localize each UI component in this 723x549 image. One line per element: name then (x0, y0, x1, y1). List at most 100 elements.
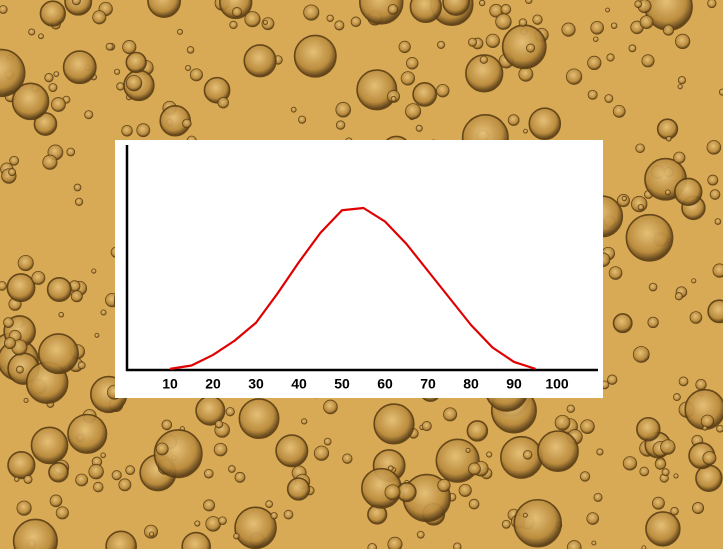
x-tick-label: 30 (248, 376, 264, 392)
bubble (400, 71, 416, 86)
bubble (390, 95, 397, 102)
bubble (706, 140, 722, 155)
bubble (0, 48, 26, 98)
bubble (0, 5, 8, 14)
bubble (71, 0, 81, 6)
bubble (662, 24, 675, 36)
bubble (384, 484, 401, 501)
bubble (100, 309, 107, 316)
bubble (229, 20, 238, 30)
x-tick-label: 10 (162, 376, 178, 392)
bubble (518, 66, 534, 82)
bubble (67, 413, 108, 454)
bubble (607, 374, 618, 385)
bubble (74, 197, 84, 207)
bubble (194, 520, 201, 527)
curve (169, 206, 536, 370)
bubble (468, 462, 481, 476)
bubble (398, 40, 411, 54)
bubble (416, 530, 425, 539)
bubble (639, 466, 650, 477)
bubble (641, 54, 655, 68)
plot-panel (115, 140, 603, 398)
bubble (707, 0, 717, 9)
bubble (155, 442, 169, 456)
bubble (612, 313, 633, 334)
bubble (442, 0, 470, 16)
bubble (334, 20, 345, 31)
bubble (214, 420, 224, 429)
bubble (712, 263, 723, 278)
bubble (537, 430, 579, 473)
bubble (185, 65, 192, 72)
bubble (225, 407, 235, 417)
bubble (689, 311, 703, 324)
bubble (707, 299, 723, 324)
bubble (75, 473, 89, 487)
bubble (660, 439, 676, 455)
bubble (105, 42, 114, 51)
bubble (670, 506, 679, 516)
bubble (523, 128, 528, 134)
bubble (213, 442, 228, 457)
bubble (608, 266, 623, 280)
bubble (84, 110, 94, 120)
bubble (592, 36, 599, 42)
bubble (51, 97, 66, 112)
bubble (15, 365, 24, 374)
bubble (437, 40, 446, 49)
bubble (77, 361, 86, 370)
bubble (435, 438, 480, 483)
bubble (486, 451, 493, 458)
bubble (9, 155, 20, 166)
bubble (586, 512, 600, 525)
bubble (234, 506, 277, 549)
bubble (203, 499, 216, 512)
bubble (335, 101, 351, 118)
bubble (326, 14, 334, 22)
bubble (33, 112, 58, 136)
bubble (632, 346, 650, 363)
bubble (404, 103, 422, 120)
bubble (666, 135, 672, 142)
bubble (436, 83, 450, 98)
bubble (702, 451, 717, 466)
bubble (94, 332, 100, 338)
bubble (17, 254, 34, 272)
bubble (176, 28, 183, 35)
bubble (654, 458, 667, 470)
bubble (23, 397, 29, 404)
bubble (64, 0, 93, 16)
bubble (233, 532, 240, 540)
bubble (714, 218, 722, 225)
bubble (367, 542, 377, 549)
bubble (238, 398, 280, 440)
bubble (656, 118, 679, 140)
bubble (105, 530, 137, 549)
bubble (587, 89, 598, 100)
bubble (153, 429, 203, 479)
bubble (678, 376, 689, 387)
bubble (709, 189, 721, 200)
bubble (387, 465, 394, 472)
bubble (234, 471, 246, 483)
bubble (639, 15, 654, 30)
x-tick-label: 50 (334, 376, 350, 392)
bubble (270, 512, 278, 520)
bubble (205, 516, 221, 532)
bubble (323, 437, 332, 446)
bubble (313, 445, 330, 461)
bubble (58, 311, 65, 318)
bubble (92, 481, 104, 493)
plot-area: 10 20 30 40 50 60 70 80 90 100 (162, 206, 569, 392)
bubble (244, 11, 261, 28)
bubble (125, 465, 136, 476)
bubble (635, 143, 645, 154)
bubble (42, 154, 58, 170)
bubble (114, 68, 121, 75)
bubble (677, 76, 687, 85)
bubble (692, 502, 705, 515)
bubble (148, 531, 155, 537)
bubble (3, 317, 14, 328)
